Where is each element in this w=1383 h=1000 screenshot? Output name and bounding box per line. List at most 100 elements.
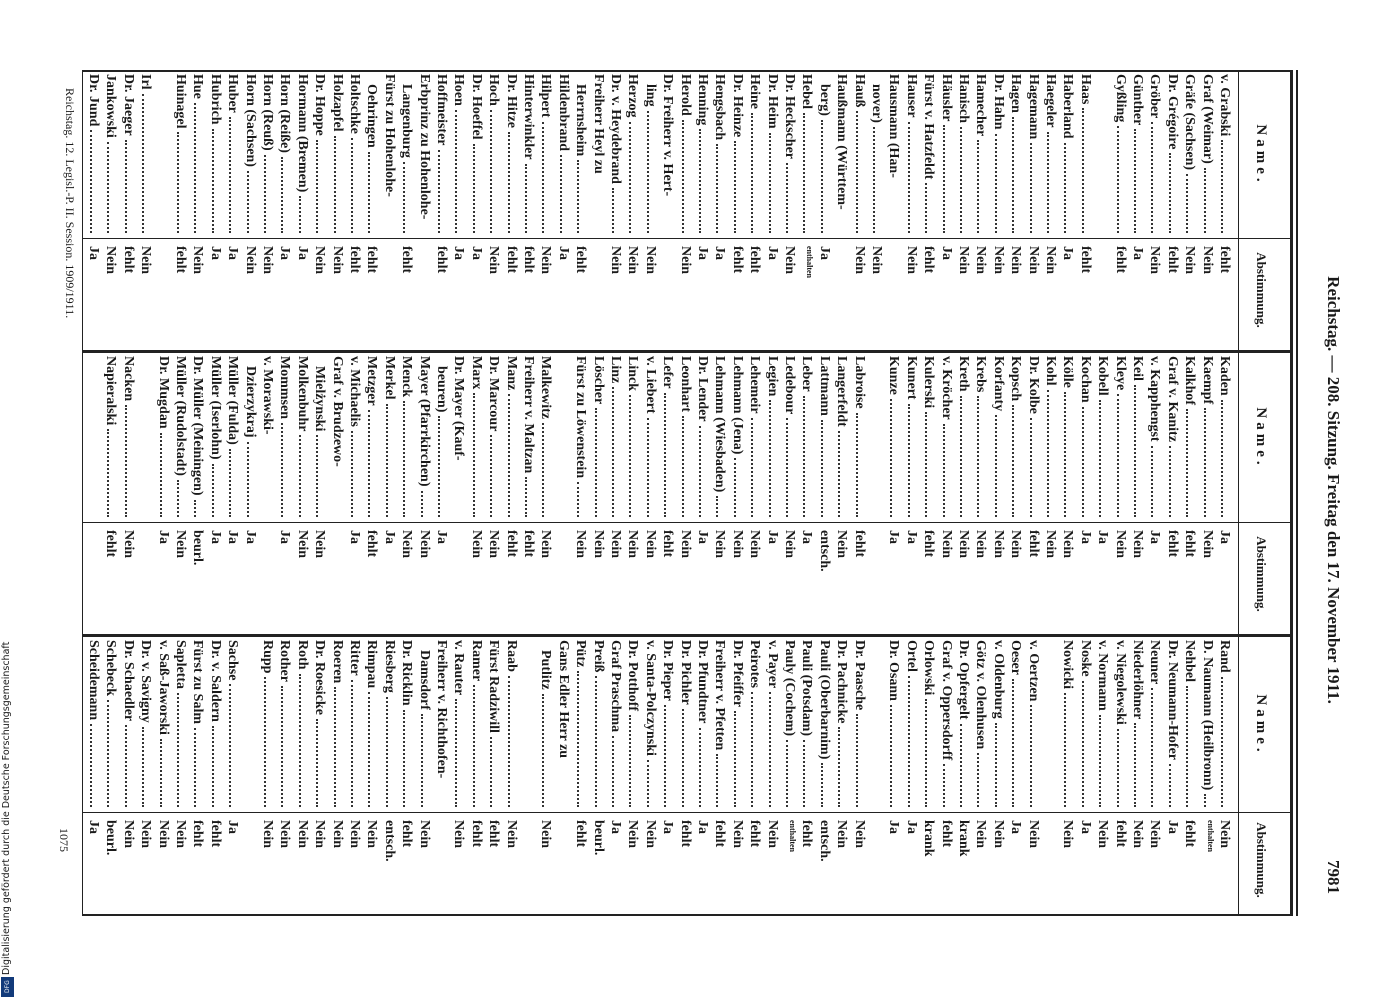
vote: Nein xyxy=(312,530,328,558)
dot-leader xyxy=(873,126,885,233)
vote: Nein xyxy=(590,530,606,558)
dot-leader xyxy=(838,727,851,807)
name-line: v. Oertzen xyxy=(1025,640,1042,810)
member-name: Kochan xyxy=(1077,356,1093,403)
vote: Ja xyxy=(207,530,223,544)
member-name: Dr. Potthoff xyxy=(625,640,641,712)
name-line: Roeren xyxy=(329,640,346,810)
member-name: Kleye xyxy=(1112,356,1128,391)
member-name: v. Morawski- xyxy=(260,356,275,435)
vote: Ja xyxy=(799,530,815,544)
vote: Ja xyxy=(886,820,902,834)
name-line: Rimpau xyxy=(363,640,381,810)
member-name: Haegeler xyxy=(1043,74,1058,128)
vote: Ja xyxy=(225,246,241,260)
dot-leader xyxy=(1029,143,1042,233)
name-line: Dr. Ricklin xyxy=(398,640,416,810)
dot-leader xyxy=(803,395,816,517)
vote: fehlt xyxy=(747,246,763,274)
dot-leader xyxy=(699,727,711,807)
vote: Nein xyxy=(1043,246,1058,274)
dot-leader xyxy=(142,726,155,807)
member-name: Sapletta xyxy=(173,640,188,689)
name-line: Hildenbrand xyxy=(555,74,572,236)
column-rule xyxy=(83,238,1293,239)
name-line: Dr. Müller (Meiningen) xyxy=(189,356,207,520)
vote: fehlt xyxy=(573,820,589,848)
dot-leader xyxy=(455,109,468,233)
name-line: Hauß xyxy=(851,74,868,236)
member-name: Kohl xyxy=(1043,356,1058,386)
vote: fehlt xyxy=(921,246,937,274)
dot-leader xyxy=(542,693,555,807)
vote: Ja xyxy=(207,246,223,260)
dot-leader xyxy=(646,759,659,807)
vote: Nein xyxy=(1147,246,1163,274)
member-name: Dr. v. Savigny xyxy=(138,640,154,723)
dot-leader xyxy=(768,132,781,233)
dot-leader xyxy=(385,696,398,807)
member-name: Dr. Ricklin xyxy=(399,640,415,706)
vote: entsch. xyxy=(816,530,832,572)
name-line: Langerfeldt xyxy=(833,356,851,520)
column-rule xyxy=(83,70,1293,72)
dot-leader xyxy=(977,140,990,233)
vote: fehlt xyxy=(938,820,954,848)
member-name: Hamecher xyxy=(973,74,989,137)
vote: Nein xyxy=(120,530,136,558)
vote: Nein xyxy=(242,246,258,274)
member-name: Dr. Roesicke xyxy=(312,640,328,715)
dot-leader xyxy=(507,131,520,233)
name-line: Putlitz xyxy=(537,650,555,810)
member-name: Horn (Reiße) xyxy=(277,74,293,153)
name-line: v. Normann xyxy=(1094,640,1112,810)
member-name: Dr. Freiherr v. Hert- xyxy=(660,74,676,197)
member-name: Hildenbrand xyxy=(555,74,571,152)
vote: Ja xyxy=(1095,530,1111,544)
dot-leader xyxy=(1029,705,1042,807)
name-line: Müller (Fulda) xyxy=(224,356,242,520)
name-line: Dr. Mayer (Kauf- xyxy=(450,356,467,520)
dot-leader xyxy=(1012,405,1025,517)
dot-leader xyxy=(194,102,207,233)
vote: Nein xyxy=(625,246,641,274)
dot-leader xyxy=(925,699,938,807)
page-title: Reichstag. — 208. Sitzung. Freitag den 1… xyxy=(1324,276,1343,704)
member-name: Kaempf xyxy=(1199,356,1215,405)
dot-leader xyxy=(855,714,868,807)
name-line: Kölle xyxy=(1059,356,1077,520)
name-line: Haußmann (Württem- xyxy=(833,74,850,236)
column-rule xyxy=(83,350,1293,353)
name-line: Dr. v. Savigny xyxy=(137,640,155,810)
vote: Nein xyxy=(782,530,797,558)
name-line: Scheidemann xyxy=(85,640,102,810)
vote: Nein xyxy=(747,530,763,558)
dot-leader xyxy=(229,448,242,517)
dot-leader xyxy=(559,155,572,233)
name-line: beuren) xyxy=(433,366,450,520)
name-line: Dr. Opfergelt xyxy=(955,640,972,810)
vote: Nein xyxy=(573,530,589,558)
vote: Nein xyxy=(642,530,658,558)
name-line: Ramer xyxy=(468,640,485,810)
name-line: Hagemann xyxy=(1025,74,1042,236)
name-line: Malkewitz xyxy=(537,356,555,520)
dot-leader xyxy=(629,715,642,807)
dot-leader xyxy=(385,403,398,517)
dot-leader xyxy=(1116,728,1129,807)
member-name: Kalkhof xyxy=(1182,356,1198,406)
rule xyxy=(1296,70,1298,916)
name-line: v. Kapphengst xyxy=(1146,356,1164,520)
column-heading: Abstimmung. xyxy=(1254,822,1269,898)
member-name: Dr. Grégoire xyxy=(1164,74,1180,150)
member-name: beuren) xyxy=(434,366,449,413)
member-name: Napieralski xyxy=(103,356,119,426)
dot-leader xyxy=(525,163,537,233)
name-line: Riesberg xyxy=(381,640,398,810)
member-name: Menck xyxy=(399,356,415,398)
dot-leader xyxy=(1134,384,1146,517)
vote: Nein xyxy=(416,820,432,848)
dot-leader xyxy=(1203,167,1216,233)
vote: Nein xyxy=(260,820,275,848)
dot-leader xyxy=(107,429,120,517)
